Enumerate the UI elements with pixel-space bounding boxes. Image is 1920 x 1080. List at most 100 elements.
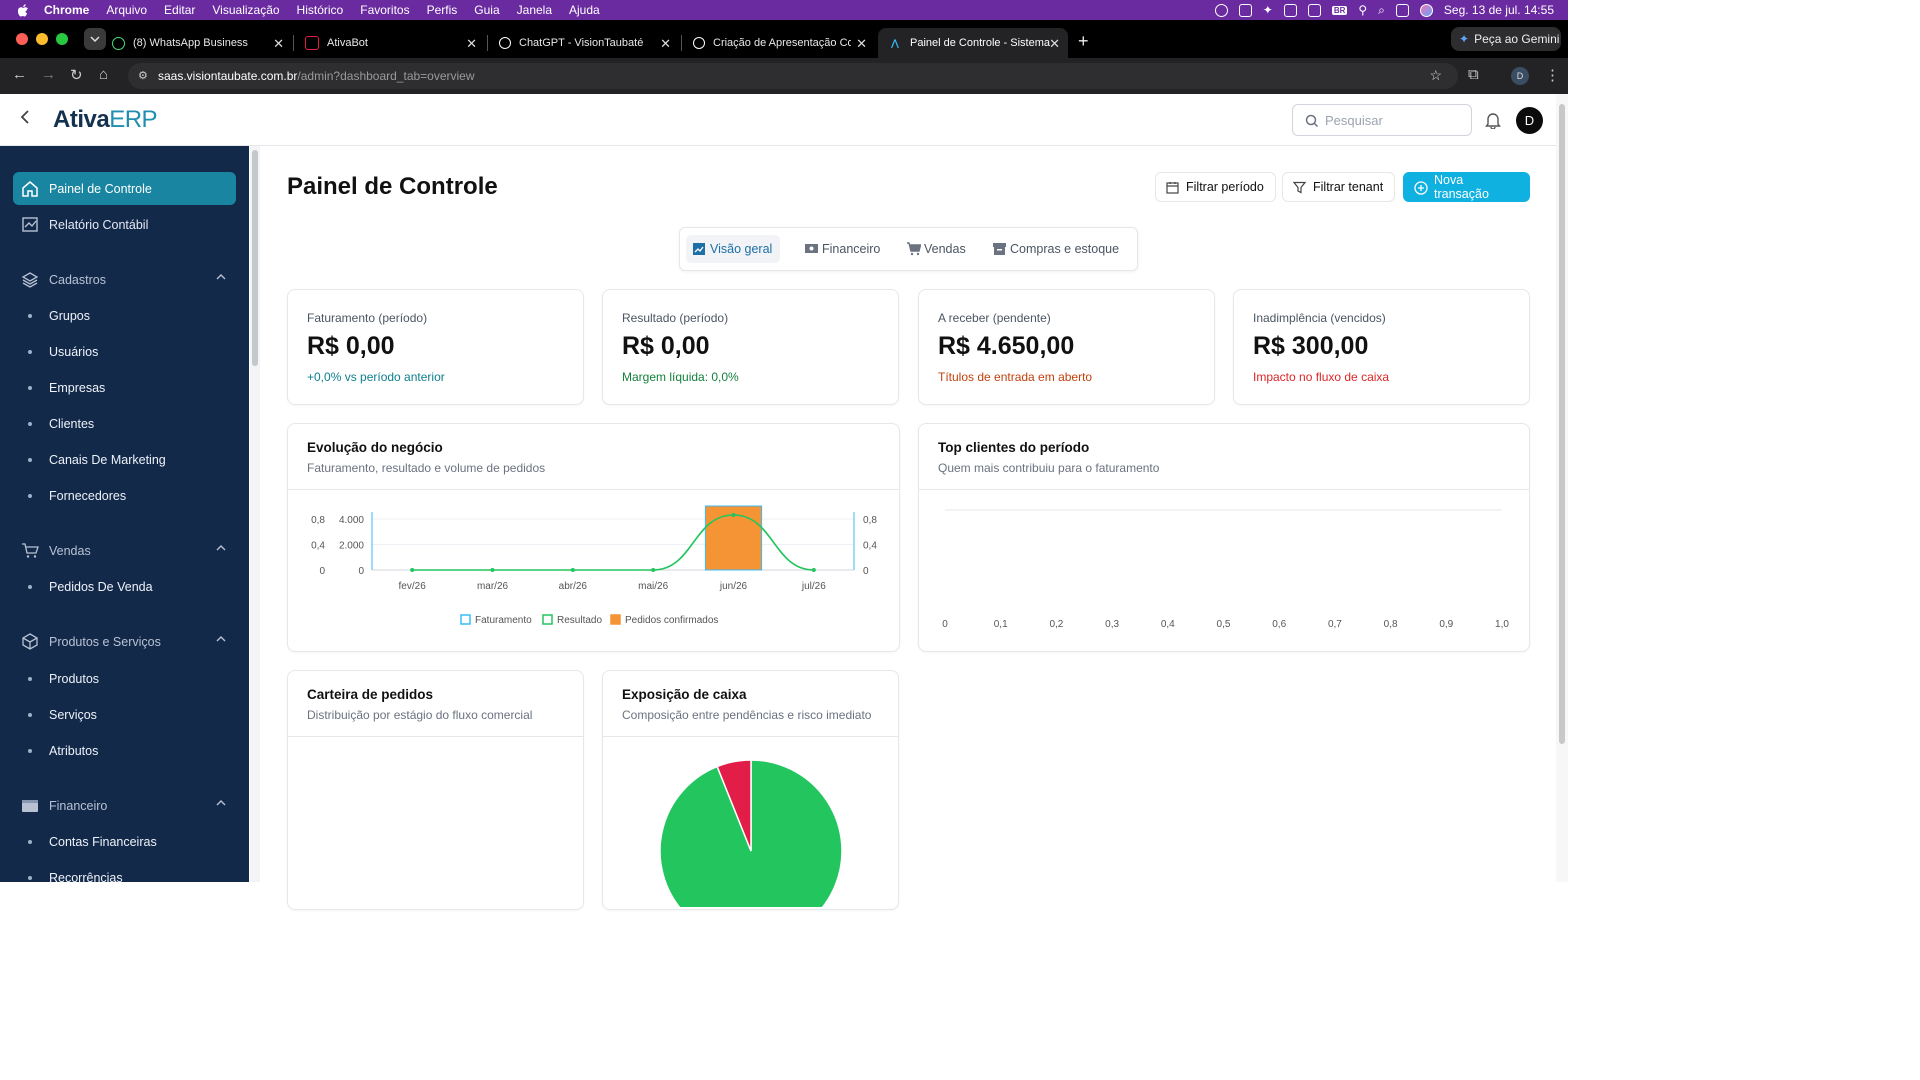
browser-tab-painel[interactable]: ⋀ Painel de Controle - Sistema ✕ <box>878 28 1068 58</box>
chart-subtitle: Quem mais contribuiu para o faturamento <box>938 461 1160 475</box>
extensions-icon[interactable]: ⧉ <box>1468 66 1479 83</box>
sidebar-item-clientes[interactable]: Clientes <box>49 417 95 431</box>
sidebar-group-cadastros[interactable]: Cadastros <box>13 263 236 296</box>
apple-icon[interactable] <box>16 3 30 17</box>
sparkle-icon[interactable]: ✦ <box>1262 3 1273 17</box>
tab-compras[interactable]: Compras e estoque <box>986 235 1127 263</box>
menu-perfis[interactable]: Perfis <box>426 3 458 17</box>
browser-tab-chatgpt[interactable]: ChatGPT - VisionTaubaté ✕ <box>489 28 679 58</box>
sidebar-item-recorrencias[interactable]: Recorrências <box>49 871 123 885</box>
sidebar-item-atributos[interactable]: Atributos <box>49 744 99 758</box>
menu-app-name[interactable]: Chrome <box>44 3 90 17</box>
collapse-sidebar-icon[interactable] <box>20 109 30 130</box>
close-icon[interactable]: ✕ <box>1049 36 1060 51</box>
menu-visualizacao[interactable]: Visualização <box>212 3 280 17</box>
gemini-label: Peça ao Gemini <box>1474 32 1560 46</box>
control-center-icon[interactable] <box>1395 3 1409 17</box>
archive-icon <box>993 243 1006 255</box>
display-icon[interactable] <box>1283 3 1297 17</box>
sidebar-scrollbar[interactable] <box>250 146 260 882</box>
sidebar-item-grupos[interactable]: Grupos <box>49 309 90 323</box>
new-tab-button[interactable]: + <box>1078 31 1089 51</box>
tab-search-button[interactable] <box>84 28 106 50</box>
kpi-note: +0,0% vs período anterior <box>307 370 445 384</box>
sidebar-item-fornecedores[interactable]: Fornecedores <box>49 489 127 503</box>
close-icon[interactable]: ✕ <box>660 36 671 51</box>
extension-icon[interactable] <box>1238 3 1252 17</box>
sidebar-group-vendas[interactable]: Vendas <box>13 534 236 567</box>
chatgpt-icon <box>499 37 511 49</box>
sidebar-item-usuarios[interactable]: Usuários <box>49 345 99 359</box>
close-icon[interactable]: ✕ <box>273 36 284 51</box>
site-info-icon[interactable]: ⚙ <box>138 70 148 82</box>
x-tick-label: mai/26 <box>638 581 668 592</box>
siri-icon[interactable] <box>1419 3 1433 17</box>
y-tick-label-inner: 0 <box>358 566 364 577</box>
menu-arquivo[interactable]: Arquivo <box>106 3 148 17</box>
window-close-button[interactable] <box>16 33 28 45</box>
search-icon[interactable]: ⌕ <box>1378 2 1385 17</box>
chart-title: Exposição de caixa <box>622 687 747 702</box>
menu-historico[interactable]: Histórico <box>296 3 344 17</box>
network-icon[interactable]: ⚲ <box>1358 3 1368 17</box>
bookmark-star-icon[interactable]: ☆ <box>1429 67 1442 83</box>
browser-tab-apresentacao[interactable]: Criação de Apresentação Cor ✕ <box>683 28 875 58</box>
browser-tab-whatsapp[interactable]: (8) WhatsApp Business ✕ <box>102 28 292 58</box>
reload-icon[interactable]: ↻ <box>70 67 83 84</box>
point-resultado <box>651 568 656 572</box>
close-icon[interactable]: ✕ <box>466 36 477 51</box>
scrollbar-thumb[interactable] <box>252 150 258 366</box>
user-avatar[interactable]: D <box>1516 107 1543 134</box>
sidebar-item-empresas[interactable]: Empresas <box>49 381 106 395</box>
filter-period-button[interactable]: Filtrar período <box>1155 172 1276 202</box>
ativa-erp-logo[interactable]: AtivaERP <box>53 106 158 134</box>
search-input[interactable]: Pesquisar <box>1292 104 1472 136</box>
kpi-card-inadimplencia: Inadimplência (vencidos) R$ 300,00 Impac… <box>1233 289 1530 405</box>
kpi-value: R$ 0,00 <box>307 332 395 360</box>
kpi-card-resultado: Resultado (período) R$ 0,00 Margem líqui… <box>602 289 899 405</box>
tab-vendas[interactable]: Vendas <box>900 235 974 263</box>
window-icon[interactable] <box>1307 3 1321 17</box>
url-bar[interactable]: ⚙ saas.visiontaubate.com.br/admin?dashbo… <box>128 63 1458 89</box>
more-vert-icon[interactable]: ⋮ <box>1545 67 1560 84</box>
sidebar-group-financeiro[interactable]: Financeiro <box>13 789 236 822</box>
sidebar-item-contas[interactable]: Contas Financeiras <box>49 835 157 849</box>
chart-card-exposicao: Exposição de caixa Composição entre pend… <box>602 670 899 910</box>
profile-avatar[interactable]: D <box>1511 67 1529 85</box>
menu-janela[interactable]: Janela <box>516 3 553 17</box>
sidebar-item-pedidos[interactable]: Pedidos De Venda <box>49 580 153 594</box>
close-icon[interactable]: ✕ <box>856 36 867 51</box>
kpi-card-a-receber: A receber (pendente) R$ 4.650,00 Títulos… <box>918 289 1215 405</box>
browser-tab-ativabot[interactable]: AtivaBot ✕ <box>295 28 485 58</box>
sidebar-item-painel[interactable]: Painel de Controle <box>13 172 236 205</box>
sidebar-group-produtos[interactable]: Produtos e Serviços <box>13 625 236 658</box>
menu-editar[interactable]: Editar <box>164 3 196 17</box>
ativabot-icon <box>305 36 319 50</box>
new-transaction-button[interactable]: Nova transação <box>1403 172 1530 202</box>
filter-tenant-button[interactable]: Filtrar tenant <box>1282 172 1396 202</box>
window-minimize-button[interactable] <box>36 33 48 45</box>
menu-favoritos[interactable]: Favoritos <box>360 3 410 17</box>
gemini-button[interactable]: ✦ Peça ao Gemini <box>1451 27 1561 51</box>
forward-arrow-icon[interactable]: → <box>41 66 56 83</box>
bell-icon[interactable] <box>1485 111 1501 129</box>
sidebar-item-servicos[interactable]: Serviços <box>49 708 97 722</box>
scrollbar-thumb[interactable] <box>1559 104 1565 744</box>
tab-title: (8) WhatsApp Business <box>133 37 248 49</box>
menu-guia[interactable]: Guia <box>474 3 500 17</box>
menu-ajuda[interactable]: Ajuda <box>569 3 600 17</box>
home-icon[interactable]: ⌂ <box>99 66 109 83</box>
input-source-badge[interactable]: BR <box>1331 5 1348 15</box>
tab-visao-geral[interactable]: Visão geral <box>686 235 781 263</box>
tab-label: Compras e estoque <box>1010 242 1120 256</box>
window-zoom-button[interactable] <box>56 33 68 45</box>
sidebar-item-canais[interactable]: Canais De Marketing <box>49 453 166 467</box>
sidebar-item-produtos[interactable]: Produtos <box>49 672 100 686</box>
status-app-icon[interactable] <box>1214 3 1228 17</box>
page-scrollbar[interactable] <box>1556 94 1568 882</box>
menubar-clock[interactable]: Seg. 13 de jul. 14:55 <box>1443 3 1554 17</box>
tab-financeiro[interactable]: Financeiro <box>798 235 888 263</box>
bullet-icon <box>28 350 32 354</box>
back-arrow-icon[interactable]: ← <box>12 66 27 83</box>
sidebar-item-relatorio[interactable]: Relatório Contábil <box>13 208 236 241</box>
